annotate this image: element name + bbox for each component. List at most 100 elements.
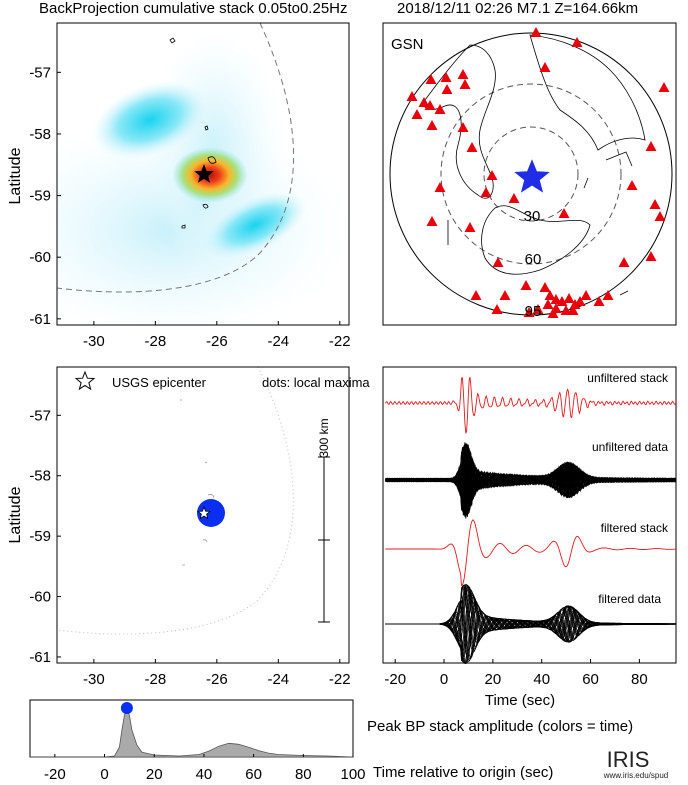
legend-dots-label: dots: local maxima (262, 375, 370, 390)
station-triangle-icon (658, 82, 670, 92)
epicenter-star-icon (196, 505, 212, 520)
station-triangle-icon (560, 305, 572, 315)
station-triangle-icon (491, 304, 503, 314)
network-label: GSN (391, 36, 424, 53)
unfiltered-data-trace (385, 447, 677, 518)
filtered-data-trace (385, 596, 676, 663)
filtered-data-trace (385, 584, 676, 641)
station-triangle-icon (547, 308, 559, 318)
iris-logo: IRIS www.iris.edu/spud (603, 747, 668, 780)
map2-x-tick-label: -28 (145, 671, 167, 688)
ring-label-60: 60 (525, 251, 542, 268)
station-triangle-icon (434, 182, 446, 192)
map2-x-tick-label: -30 (83, 671, 105, 688)
backprojection-map (56, 22, 350, 326)
station-triangle-icon (550, 303, 562, 313)
map1-x-tick-label: -22 (329, 333, 351, 350)
filtered-data-trace (385, 600, 677, 660)
station-triangle-icon (530, 27, 542, 37)
station-triangle-icon (544, 290, 556, 300)
trace-panel: -20 0 20 40 60 80 (382, 366, 677, 688)
amplitude-area (30, 706, 354, 758)
station-triangle-icon (618, 257, 630, 267)
iris-logo-url: www.iris.edu/spud (603, 771, 668, 780)
unfiltered-data-trace (385, 444, 677, 512)
ylabel-top: Latitude (7, 147, 24, 204)
amplitude-x-tick-label: 60 (245, 766, 262, 783)
station-triangle-icon (550, 294, 562, 304)
station-triangle-icon (539, 282, 551, 292)
filtered-data-trace (385, 584, 676, 642)
page-title: BackProjection cumulative stack 0.05to0.… (39, 0, 348, 17)
trace-x-tick-label: 80 (631, 671, 648, 688)
map2-x-tick-label: -22 (329, 671, 351, 688)
station-triangle-icon (626, 180, 638, 190)
station-triangle-icon (480, 187, 492, 197)
unfiltered-data-trace (385, 442, 677, 512)
unfiltered-data-trace (385, 446, 677, 516)
station-triangle-icon (434, 104, 446, 114)
unfiltered-data-trace (385, 445, 677, 516)
trace-label-unfiltered-data: unfiltered data (592, 440, 668, 454)
unfiltered-data-trace (385, 451, 677, 518)
map2-y-tick-label: -57 (29, 407, 51, 424)
station-triangle-icon (602, 290, 614, 300)
filtered-data-trace (385, 605, 676, 664)
station-triangle-icon (580, 290, 592, 300)
trace-x-tick-label: -20 (384, 671, 406, 688)
station-markers (406, 27, 670, 318)
map2-y-tick-label: -58 (29, 468, 51, 485)
map1-x-tick-label: -28 (145, 333, 167, 350)
map1-x-tick-label: -26 (206, 333, 228, 350)
epicenter-star-icon (514, 159, 550, 193)
map1-y-tick-label: -57 (29, 64, 51, 81)
map2-y-tick-label: -60 (29, 589, 51, 606)
filtered-data-trace (385, 585, 677, 651)
trace-label-unfiltered-stack: unfiltered stack (587, 371, 669, 385)
station-triangle-icon (571, 37, 583, 47)
peak-marker (120, 702, 133, 714)
filtered-data-trace (385, 594, 677, 661)
unfiltered-data-trace (385, 444, 677, 513)
unfiltered-data-trace (385, 443, 677, 512)
iris-logo-text: IRIS (607, 747, 650, 772)
station-triangle-icon (542, 299, 554, 309)
trace-x-tick-label: 60 (582, 671, 599, 688)
trace-x-tick-label: 40 (533, 671, 550, 688)
map2-y-tick-label: -59 (29, 528, 51, 545)
station-triangle-icon (466, 142, 478, 152)
unfiltered-data-trace (385, 443, 677, 513)
station-triangle-icon (470, 290, 482, 300)
filtered-data-trace (385, 592, 676, 659)
unfiltered-data-trace (385, 449, 677, 517)
filtered-data-trace (385, 584, 677, 647)
map2-x-tick-label: -24 (267, 671, 289, 688)
amplitude-x-tick-label: 80 (295, 766, 312, 783)
filtered-data-trace (385, 606, 677, 662)
unfiltered-data-trace (385, 444, 677, 515)
station-triangle-icon (418, 97, 430, 107)
station-triangle-icon (563, 293, 575, 303)
trace-x-tick-label: 0 (440, 671, 448, 688)
station-triangle-icon (499, 290, 511, 300)
filtered-data-trace (385, 600, 677, 664)
unfiltered-data-trace (385, 442, 677, 512)
station-triangle-icon (457, 69, 469, 79)
unfiltered-data-trace (385, 444, 677, 514)
station-triangle-icon (558, 208, 570, 218)
filtered-data-trace (385, 603, 676, 665)
map1-x-tick-label: -30 (83, 333, 105, 350)
filtered-data-trace (385, 601, 676, 664)
map1-y-tick-label: -60 (29, 249, 51, 266)
station-triangle-icon (569, 299, 581, 309)
map1-y-tick-label: -59 (29, 188, 51, 205)
amplitude-x-tick-label: 20 (146, 766, 163, 783)
amplitude-x-tick-label: 40 (196, 766, 213, 783)
trace-xlabel: Time (sec) (485, 692, 555, 709)
station-triangle-icon (508, 193, 520, 203)
station-triangle-icon (464, 222, 476, 232)
amplitude-x-tick-label: 0 (100, 766, 108, 783)
ylabel-bottom: Latitude (7, 486, 24, 543)
station-triangle-icon (425, 74, 437, 84)
ring-label-30: 30 (524, 208, 541, 225)
